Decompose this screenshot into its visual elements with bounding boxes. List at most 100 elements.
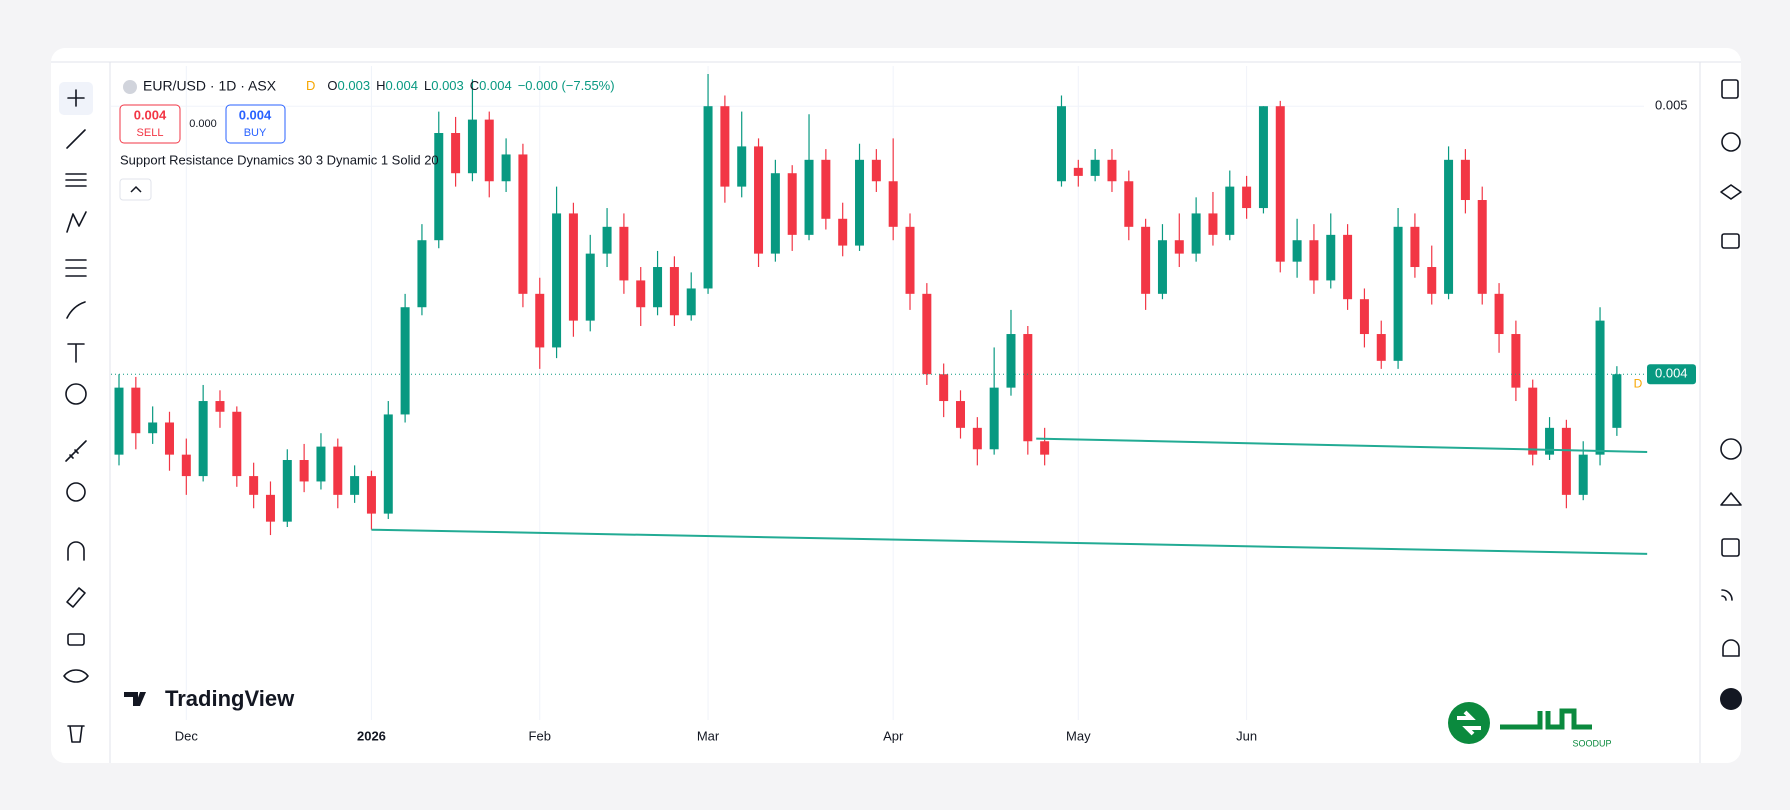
watermark-text: SOODUP [1572, 738, 1611, 748]
collapse-button[interactable] [119, 178, 152, 201]
candle-body [148, 422, 158, 434]
candle-body [164, 422, 174, 455]
candle-body [1157, 240, 1167, 294]
candle-body [1460, 159, 1470, 201]
candle-body [871, 159, 881, 182]
candle-body [653, 267, 663, 308]
candle-body [232, 411, 242, 477]
candle-body [989, 387, 999, 450]
projection-tool[interactable] [65, 259, 87, 277]
candle-body [1208, 213, 1218, 235]
crosshair-tool[interactable] [67, 89, 85, 107]
brush-tool[interactable] [66, 301, 86, 319]
candle-body [939, 374, 949, 402]
candle-body [366, 476, 376, 514]
watchlist-icon[interactable] [1721, 79, 1739, 99]
candle-body [1410, 226, 1420, 268]
indicator-title: Support Resistance Dynamics 30 3 Dynamic… [120, 152, 439, 167]
candle-body [838, 218, 848, 246]
watermark-script [1500, 708, 1592, 730]
candle-body [636, 280, 646, 308]
x-tick-label: May [1066, 728, 1091, 743]
bell-icon[interactable] [1722, 639, 1740, 657]
candle-body [1090, 159, 1100, 176]
candle-body [686, 288, 696, 316]
candle-body [1124, 181, 1134, 227]
right-toolbar [1720, 79, 1742, 710]
x-tick-label: 2026 [357, 728, 386, 743]
calendar-icon[interactable] [1721, 538, 1740, 557]
candle-body [1359, 299, 1369, 335]
chat-icon[interactable] [1721, 233, 1740, 249]
candle-body [1107, 159, 1117, 182]
candle-body [1292, 240, 1302, 262]
candle-body [1242, 186, 1252, 209]
emoji-tool[interactable] [65, 383, 87, 405]
candle-body [383, 414, 393, 514]
candle-body [804, 159, 814, 235]
candle-body [282, 460, 292, 522]
magnet-tool[interactable] [67, 541, 85, 561]
speed-icon[interactable] [1720, 438, 1742, 460]
candle-body [400, 307, 410, 415]
candle-body [754, 146, 764, 254]
candle-body [956, 401, 965, 428]
ohlc-value: 0.004 [479, 78, 512, 93]
candle-body [535, 293, 545, 348]
left-toolbar [59, 82, 93, 743]
visibility-tool[interactable] [63, 669, 89, 683]
trash-tool[interactable] [67, 725, 85, 743]
candle-body [1528, 387, 1538, 455]
ruler-tool[interactable] [65, 440, 87, 462]
candle-body [1225, 186, 1235, 235]
lock-tool[interactable] [67, 633, 85, 646]
sell-price: 0.004 [134, 107, 167, 122]
buy-button[interactable] [225, 104, 286, 144]
spread: 0.000 [189, 118, 217, 130]
buy-label: BUY [244, 127, 267, 139]
candle-body [855, 159, 865, 246]
zoom-tool[interactable] [66, 482, 86, 502]
candle-body [131, 387, 141, 434]
candle-body [737, 146, 747, 187]
candle-body [501, 154, 511, 182]
layers-icon[interactable] [1720, 184, 1742, 200]
pattern-tool[interactable] [66, 211, 87, 233]
brand-name: TradingView [165, 686, 295, 711]
y-tick-label: 0.005 [1655, 98, 1688, 113]
candle-body [1309, 240, 1319, 281]
candle-body [1023, 334, 1033, 442]
watermark-logo [1448, 702, 1490, 744]
candle-body [1393, 226, 1403, 361]
candle-body [888, 181, 898, 227]
candle-body [467, 119, 477, 174]
brand-logo [124, 692, 146, 706]
sell-button[interactable] [119, 104, 181, 144]
last-price-badge [1647, 364, 1696, 385]
candle-body [972, 427, 982, 450]
candle-body [114, 387, 124, 455]
event-marker: D [1634, 376, 1643, 390]
candle-body [299, 460, 309, 482]
candle-body [518, 154, 528, 294]
candle-body [669, 267, 679, 316]
buy-price: 0.004 [239, 107, 272, 122]
apps-icon[interactable] [1720, 688, 1742, 710]
ohlc-key: O [327, 78, 337, 93]
ideas-icon[interactable] [1720, 492, 1742, 506]
candle-body [568, 213, 578, 321]
candle-body [316, 446, 326, 482]
alerts-icon[interactable] [1721, 132, 1741, 152]
stream-icon[interactable] [1721, 589, 1733, 601]
fib-tool[interactable] [65, 173, 87, 187]
candle-body [1040, 441, 1050, 455]
candle-body [922, 293, 932, 375]
trend-line-tool[interactable] [66, 129, 86, 149]
candle-body [484, 119, 494, 182]
watermark-logo-mark [1457, 710, 1481, 736]
text-tool[interactable] [67, 343, 85, 363]
candle-body [720, 106, 730, 187]
lock-draw-tool[interactable] [66, 587, 86, 608]
candle-body [1056, 106, 1066, 182]
candle-body [1511, 334, 1521, 388]
